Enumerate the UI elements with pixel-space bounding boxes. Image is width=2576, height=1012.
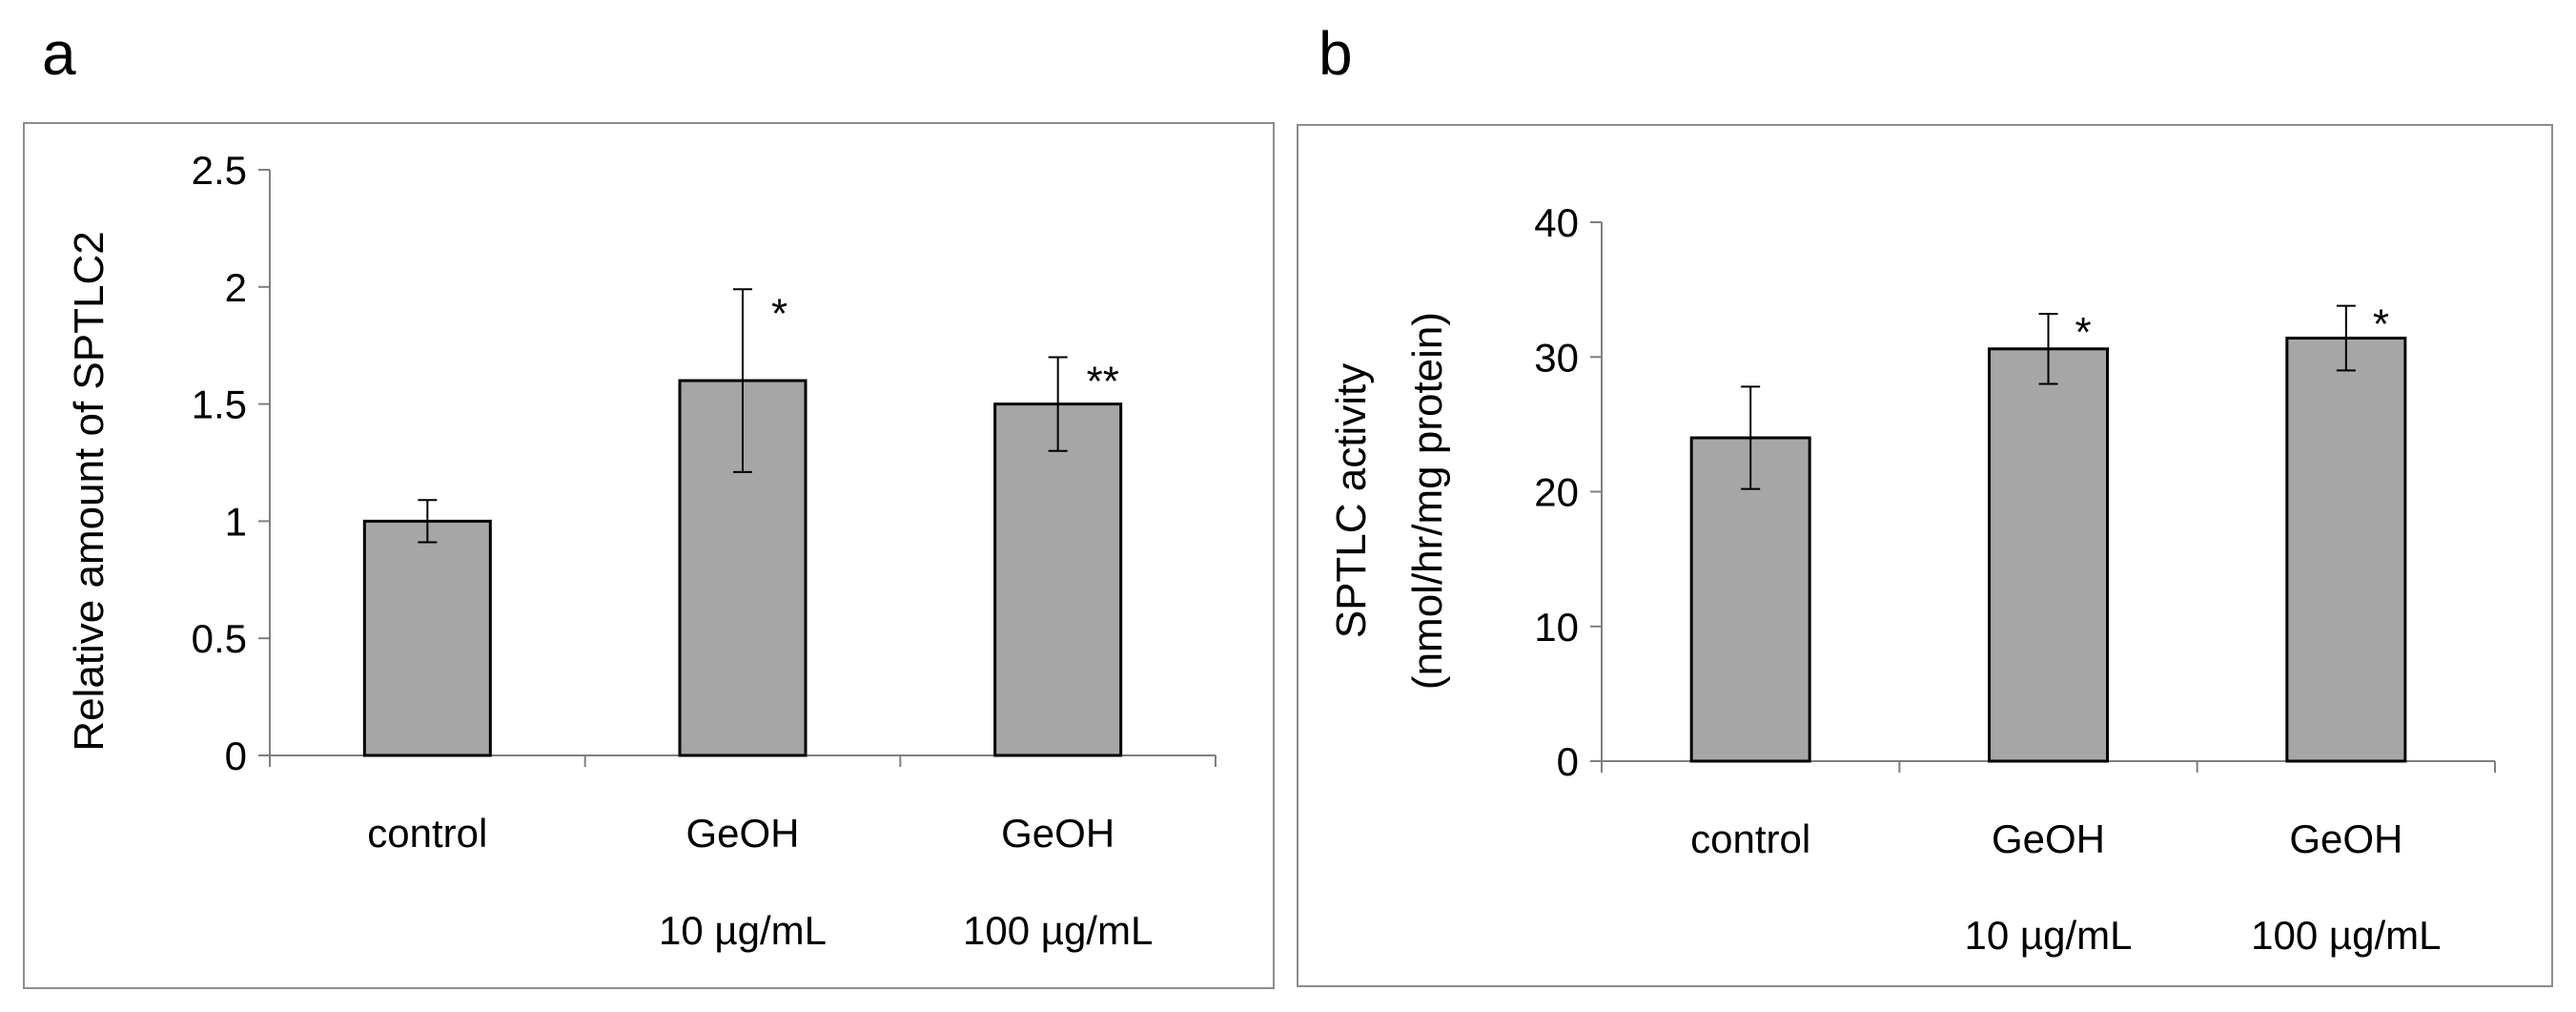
x-category-label: control [1690, 816, 1810, 861]
x-category-label: 100 µg/mL [2251, 913, 2441, 958]
significance-marker: * [2075, 309, 2092, 356]
y-tick-label: 2 [225, 265, 247, 310]
x-category-label: GeOH [685, 811, 799, 856]
bar [1689, 436, 1811, 763]
significance-marker: * [2373, 301, 2389, 348]
x-category-label: control [367, 811, 487, 856]
significance-marker: ** [1087, 358, 1119, 404]
y-axis-label: SPTLC activity [1328, 363, 1375, 639]
x-category-label: 10 µg/mL [659, 908, 827, 953]
y-tick-label: 1 [225, 499, 247, 544]
bar [2285, 336, 2407, 763]
bar [1988, 347, 2109, 763]
x-category-label: GeOH [1992, 816, 2105, 861]
y-tick-label: 0 [1557, 739, 1579, 784]
y-tick-label: 30 [1534, 335, 1579, 380]
y-tick-label: 20 [1534, 470, 1579, 515]
bar [993, 403, 1123, 757]
bar [362, 519, 492, 757]
y-tick-label: 40 [1534, 200, 1579, 245]
x-category-label: 10 µg/mL [1965, 913, 2133, 958]
y-tick-label: 0.5 [192, 616, 247, 661]
y-tick-label: 2.5 [192, 148, 247, 193]
y-axis-label: Relative amount of SPTLC2 [66, 231, 112, 751]
y-tick-label: 0 [225, 733, 247, 778]
panel-b-letter: b [1319, 19, 1353, 88]
y-tick-label: 1.5 [192, 382, 247, 427]
y-tick-label: 10 [1534, 605, 1579, 650]
y-axis-label: (nmol/hr/mg protein) [1404, 312, 1451, 690]
x-category-label: 100 µg/mL [963, 908, 1153, 953]
significance-marker: * [771, 290, 787, 337]
panel-a-letter: a [42, 19, 76, 88]
x-category-label: GeOH [1001, 811, 1114, 856]
x-category-label: GeOH [2289, 816, 2402, 861]
